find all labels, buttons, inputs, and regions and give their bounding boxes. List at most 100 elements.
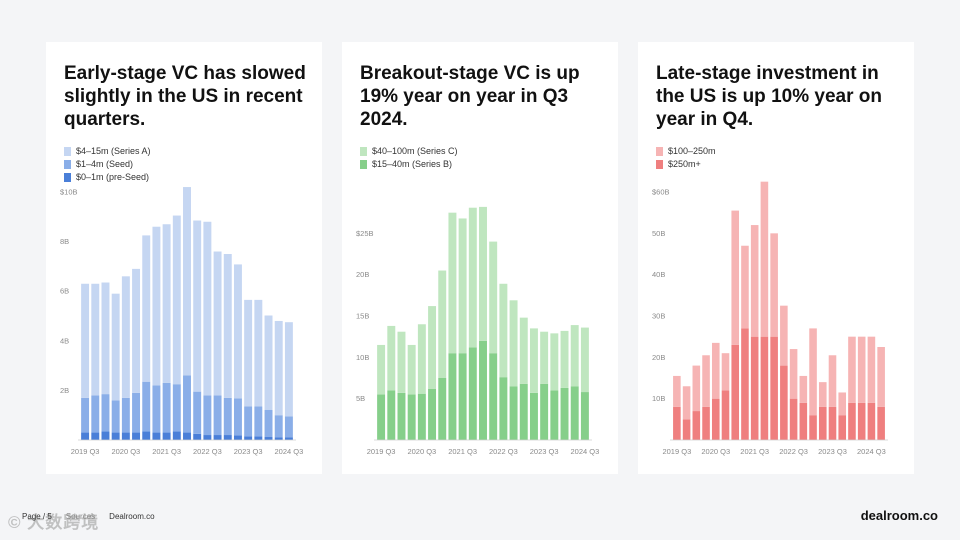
bar-segment [550,390,559,440]
bar-segment [254,406,263,437]
bar-segment [233,398,242,436]
bar-segment [284,437,293,440]
bar-segment [479,206,487,341]
bar-segment [519,317,528,384]
bar-segment [101,431,110,440]
bar-segment [489,353,498,440]
legend-entry: $100–250m [656,145,716,158]
bar-segment [560,387,569,440]
bar-segment [121,432,130,440]
bar-segment [244,406,253,437]
bar-segment [142,431,151,440]
bar-segment [458,353,467,440]
bar-segment [91,283,100,396]
bar-segment [142,381,151,432]
x-tick-label: 2023 Q3 [530,447,559,456]
x-tick-label: 2019 Q3 [367,447,396,456]
bar-segment [223,254,232,398]
legend-label: $0–1m (pre-Seed) [76,172,150,182]
bar-segment [101,282,110,395]
bar-segment [731,344,740,440]
y-tick-label: 40B [652,270,665,279]
chart-card-late-stage: Late-stage investment in the US is up 10… [638,42,914,474]
bar-segment [741,328,749,440]
bar-segment [741,245,749,329]
bar-segment [499,283,508,378]
bar-segment [509,386,518,440]
bar-segment [838,415,847,440]
bar-segment [428,388,437,440]
bar-segment [274,415,283,438]
bar-segment [789,398,798,440]
legend-swatch [64,147,71,156]
bar-segment [172,215,181,385]
bar-segment [857,402,866,440]
bar-segment [848,336,856,403]
bar-segment [264,437,273,440]
bar-chart-late-stage: 10B 20B 30B 40B 50B $60B 2019 Q3 2020 Q3 2021 Q3… [652,181,888,456]
bar-segment [121,397,130,433]
y-tick-label: 30B [652,312,665,321]
bar-segment [121,276,130,398]
legend-label: $250m+ [668,159,701,169]
legend-swatch [360,147,367,156]
legend-swatch [360,160,367,169]
legend-label: $1–4m (Seed) [76,159,134,169]
bar-segment [580,327,589,393]
legend-entry: $15–40m (Series B) [360,158,458,171]
y-tick-label: 10B [652,394,665,403]
bar-segment [692,411,701,440]
x-tick-label: 2022 Q3 [193,447,222,456]
legend-label: $40–100m (Series C) [372,146,458,156]
x-tick-label: 2024 Q3 [571,447,600,456]
bar-segment [867,336,876,403]
bar-segment [702,406,710,440]
bar-segment [529,328,538,393]
legend-label: $4–15m (Series A) [76,146,151,156]
bar-segment [438,378,447,440]
bar-segment [233,264,242,399]
bar-segment [540,383,549,440]
bar-segment [233,435,242,440]
bar-segment [172,431,181,440]
bar-segment [848,402,856,440]
bar-segment [132,392,141,433]
x-tick-label: 2020 Q3 [701,447,730,456]
legend-entry: $40–100m (Series C) [360,145,458,158]
bar-segment [468,347,477,440]
bar-segment [377,394,386,440]
x-tick-label: 2021 Q3 [152,447,181,456]
bar-segment [264,409,273,438]
legend-swatch [656,147,663,156]
bar-segment [529,392,538,440]
bar-segment [254,436,263,440]
bar-segment [570,325,579,387]
bar-segment [799,402,808,440]
bar-segment [711,342,720,399]
bar-segment [223,435,232,440]
legend-entry: $0–1m (pre-Seed) [64,171,151,184]
watermark: © 大数跨境 [8,513,100,532]
bar-segment [509,300,518,387]
bar-segment [142,235,151,382]
bar-segment [152,385,161,433]
bar-segment [750,336,759,440]
bar-segment [828,406,837,440]
bar-segment [809,415,817,440]
chart-card-breakout-stage: Breakout-stage VC is up 19% year on year… [342,42,618,474]
bar-segment [81,397,90,433]
bar-segment [81,432,90,440]
bar-segment [213,435,222,440]
bar-segment [264,315,273,410]
bar-segment [203,221,212,396]
source-name: Dealroom.co [109,512,155,521]
x-tick-label: 2021 Q3 [740,447,769,456]
x-tick-label: 2021 Q3 [448,447,477,456]
bar-segment [519,383,528,440]
sources-label: Sources [65,512,96,521]
bar-segment [479,340,487,440]
bar-segment [274,320,283,416]
legend-entry: $250m+ [656,158,716,171]
bar-segment [750,225,759,337]
bar-segment [760,336,769,440]
